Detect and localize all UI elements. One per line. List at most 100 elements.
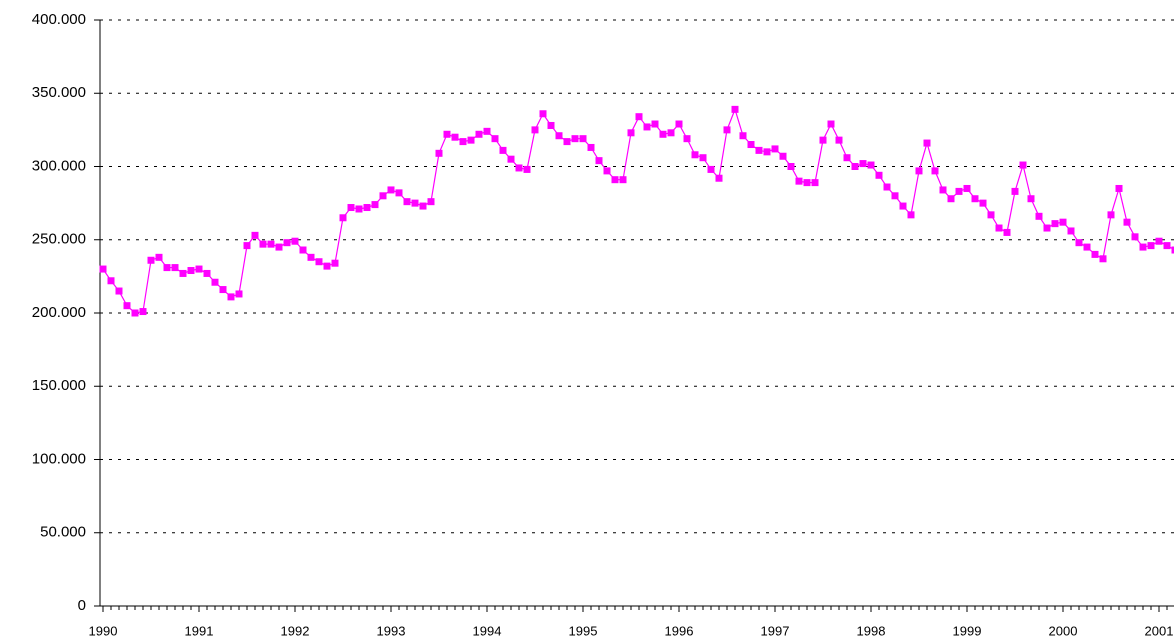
marker: [843, 154, 851, 162]
marker: [891, 192, 899, 200]
marker: [115, 287, 123, 295]
marker: [827, 120, 835, 128]
marker: [483, 127, 491, 135]
marker: [203, 269, 211, 277]
marker: [763, 148, 771, 156]
x-tick-label: 1996: [665, 623, 694, 638]
marker: [619, 176, 627, 184]
marker: [875, 171, 883, 179]
marker: [667, 129, 675, 137]
marker: [171, 264, 179, 272]
x-tick-label: 1999: [953, 623, 982, 638]
marker: [563, 138, 571, 146]
x-tick-label: 1998: [857, 623, 886, 638]
x-tick-label: 1993: [377, 623, 406, 638]
marker: [795, 177, 803, 185]
marker: [1011, 187, 1019, 195]
marker: [259, 240, 267, 248]
marker: [1051, 220, 1059, 228]
marker: [883, 183, 891, 191]
marker: [627, 129, 635, 137]
marker: [803, 179, 811, 187]
marker: [723, 126, 731, 134]
marker: [435, 149, 443, 157]
marker: [395, 189, 403, 197]
marker: [1083, 243, 1091, 251]
y-tick-label: 350.000: [32, 84, 86, 101]
marker: [611, 176, 619, 184]
marker: [979, 199, 987, 207]
marker: [787, 163, 795, 170]
marker: [779, 152, 787, 160]
marker: [491, 135, 499, 143]
marker: [267, 240, 275, 248]
marker: [819, 136, 827, 144]
y-tick-label: 50.000: [40, 524, 86, 541]
marker: [635, 113, 643, 121]
y-tick-label: 400.000: [32, 11, 86, 28]
marker: [187, 267, 195, 275]
marker: [691, 151, 699, 159]
marker: [539, 110, 547, 118]
marker: [1123, 218, 1131, 226]
marker: [291, 237, 299, 245]
marker: [1155, 237, 1163, 245]
marker: [659, 130, 667, 138]
marker: [387, 186, 395, 194]
marker: [331, 259, 339, 267]
marker: [1099, 255, 1107, 263]
marker: [363, 204, 371, 212]
marker: [923, 139, 931, 147]
marker: [867, 161, 875, 169]
marker: [995, 224, 1003, 232]
y-tick-label: 250.000: [32, 231, 86, 248]
marker: [107, 277, 115, 285]
marker: [195, 265, 203, 273]
marker: [971, 195, 979, 203]
marker: [427, 198, 435, 206]
marker: [811, 179, 819, 187]
marker: [443, 130, 451, 138]
marker: [243, 242, 251, 250]
marker: [147, 256, 155, 264]
marker: [963, 184, 971, 192]
marker: [179, 269, 187, 277]
y-tick-label: 200.000: [32, 304, 86, 321]
marker: [379, 192, 387, 200]
marker: [851, 163, 859, 170]
y-tick-label: 150.000: [32, 377, 86, 394]
marker: [211, 278, 219, 286]
y-tick-label: 300.000: [32, 157, 86, 174]
marker: [987, 211, 995, 219]
marker: [947, 195, 955, 203]
marker: [451, 133, 459, 141]
marker: [515, 164, 523, 172]
marker: [467, 136, 475, 144]
series-line: [102, 107, 1174, 314]
marker: [99, 265, 107, 273]
marker: [251, 231, 259, 239]
marker: [1171, 246, 1174, 254]
marker: [459, 138, 467, 146]
marker: [1163, 242, 1171, 250]
marker: [411, 199, 419, 207]
marker: [323, 262, 331, 270]
marker: [1027, 195, 1035, 203]
marker: [1107, 211, 1115, 219]
x-tick-label: 1992: [281, 623, 310, 638]
marker: [579, 135, 587, 143]
marker: [1139, 243, 1147, 251]
marker: [275, 243, 283, 251]
marker: [299, 246, 307, 254]
marker: [403, 198, 411, 206]
marker: [1059, 218, 1067, 226]
marker: [1075, 239, 1083, 247]
marker: [939, 186, 947, 194]
marker: [155, 253, 163, 261]
marker: [707, 165, 715, 173]
marker: [915, 167, 923, 175]
marker: [139, 308, 147, 316]
marker: [307, 253, 315, 261]
